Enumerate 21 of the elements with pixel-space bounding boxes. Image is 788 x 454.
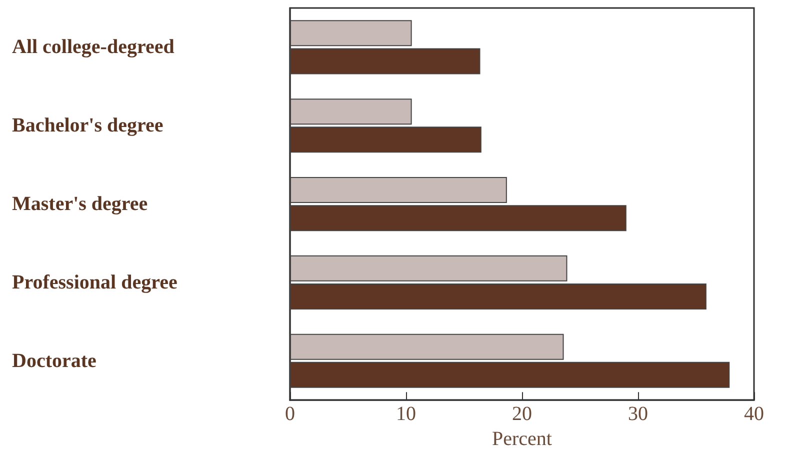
bar: [290, 177, 507, 204]
bar: [290, 126, 482, 153]
bar: [290, 284, 706, 310]
x-tick-label: 0: [285, 403, 295, 426]
x-tick-label: 30: [628, 403, 648, 426]
x-tick-label: 20: [512, 403, 532, 426]
bar: [290, 20, 412, 46]
y-tick-label: Professional degree: [12, 271, 178, 294]
bar: [290, 205, 626, 232]
bar: [290, 98, 412, 125]
y-tick-label: Doctorate: [12, 350, 97, 372]
bar: [290, 48, 480, 74]
y-tick-label: Master's degree: [12, 193, 148, 216]
y-tick-label: Bachelor's degree: [12, 114, 164, 137]
x-tick-label: 10: [396, 403, 416, 426]
bar: [290, 255, 568, 282]
x-tick-label: 40: [744, 403, 764, 426]
bar: [290, 362, 730, 388]
x-axis-title: Percent: [492, 428, 552, 450]
y-tick-label: All college-degreed: [12, 36, 174, 58]
bar: [290, 334, 564, 360]
